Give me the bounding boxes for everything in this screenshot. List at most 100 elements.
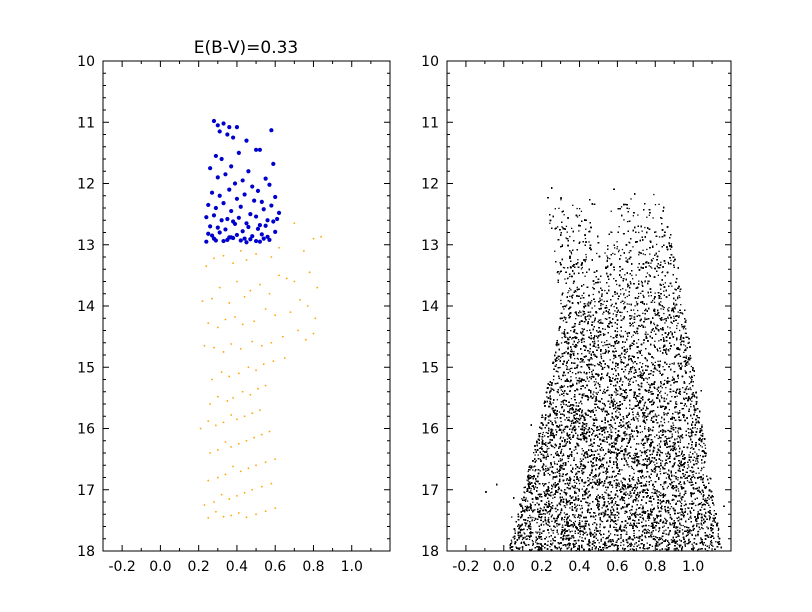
right-cloud-point: [563, 512, 566, 514]
right-cloud-point: [630, 359, 633, 361]
right-cloud-point: [580, 210, 583, 212]
left-series-0-point: [259, 232, 264, 237]
right-cloud-point: [588, 318, 590, 320]
right-cloud-point: [583, 338, 585, 340]
right-cloud-point: [579, 508, 582, 510]
right-cloud-point: [673, 363, 675, 365]
left-series-1-point: [293, 222, 296, 225]
right-cloud-point: [629, 548, 631, 550]
right-cloud-point: [536, 502, 538, 504]
right-cloud-point: [564, 278, 566, 280]
left-series-1-point: [224, 318, 227, 321]
right-cloud-point: [699, 528, 701, 530]
left-xtick-label: -0.2: [108, 559, 135, 575]
right-cloud-point: [575, 291, 577, 293]
right-cloud-point: [556, 359, 558, 362]
right-cloud-point: [691, 431, 693, 433]
right-cloud-point: [692, 528, 694, 530]
right-cloud-point: [654, 491, 656, 493]
left-series-0-point: [250, 234, 255, 239]
right-cloud-point: [559, 366, 561, 369]
right-cloud-point: [682, 512, 684, 515]
right-cloud-point: [615, 479, 617, 481]
left-series-1-point: [239, 347, 242, 350]
right-cloud-point: [637, 339, 640, 341]
right-cloud-point: [678, 295, 680, 297]
right-cloud-point: [552, 402, 554, 404]
right-cloud-point: [692, 467, 694, 469]
right-cloud-point: [549, 401, 551, 403]
right-cloud-point: [629, 452, 631, 454]
right-cloud-point: [549, 546, 551, 548]
right-cloud-point: [701, 506, 703, 508]
right-cloud-point: [683, 504, 685, 507]
right-cloud-point: [613, 471, 615, 473]
left-series-0-point: [253, 147, 259, 152]
right-cloud-point: [679, 492, 681, 495]
right-cloud-point: [622, 453, 625, 455]
right-cloud-point: [632, 334, 634, 336]
right-cloud-point: [548, 419, 550, 421]
right-cloud-point: [638, 536, 640, 539]
right-cloud-point: [667, 452, 669, 455]
right-cloud-point: [636, 522, 638, 524]
right-cloud-point: [679, 501, 682, 503]
right-cloud-point: [589, 337, 591, 339]
right-cloud-point: [704, 447, 707, 449]
right-cloud-point: [546, 396, 548, 398]
right-cloud-point: [680, 497, 682, 499]
right-cloud-point: [552, 429, 554, 431]
right-cloud-point: [545, 536, 548, 538]
right-cloud-point: [679, 439, 681, 441]
right-cloud-point: [620, 536, 622, 538]
right-cloud-point: [657, 545, 659, 547]
right-cloud-point: [581, 266, 583, 269]
right-cloud-point: [677, 488, 679, 490]
right-cloud-point: [637, 332, 639, 335]
right-cloud-point: [591, 307, 593, 309]
left-series-1-point: [243, 415, 246, 418]
right-cloud-point: [658, 530, 660, 533]
right-cloud-point: [659, 350, 662, 352]
right-cloud-point: [635, 332, 637, 335]
right-cloud-point: [561, 468, 563, 470]
right-cloud-point: [662, 366, 664, 368]
right-cloud-point: [642, 443, 645, 445]
right-cloud-point: [597, 375, 599, 377]
left-series-1-point: [222, 421, 225, 424]
right-cloud-point: [549, 403, 551, 405]
right-cloud-point: [611, 345, 613, 347]
right-cloud-point: [553, 461, 556, 463]
right-cloud-point: [676, 438, 678, 440]
right-cloud-point: [599, 297, 601, 299]
right-cloud-point: [671, 524, 673, 526]
right-cloud-point: [556, 399, 558, 401]
right-cloud-point: [605, 538, 607, 540]
right-cloud-point: [654, 312, 656, 315]
right-cloud-point: [592, 481, 594, 483]
right-cloud-point: [627, 457, 629, 459]
left-series-0-point: [261, 207, 266, 212]
right-cloud-point: [561, 244, 564, 246]
right-cloud-point: [555, 414, 557, 416]
right-cloud-point: [659, 445, 661, 447]
right-cloud-point: [643, 413, 645, 415]
right-cloud-point: [663, 294, 665, 296]
right-cloud-point: [712, 520, 714, 522]
right-cloud-point: [637, 214, 639, 216]
right-cloud-point: [660, 492, 662, 494]
right-cloud-point: [565, 514, 567, 516]
right-cloud-point: [604, 333, 606, 336]
right-cloud-point: [702, 494, 705, 496]
left-series-1-point: [274, 507, 277, 510]
right-cloud-point: [685, 405, 688, 407]
left-series-0-point: [206, 202, 211, 208]
right-cloud-point: [659, 470, 661, 472]
left-series-0-point: [215, 175, 220, 180]
left-series-1-point: [207, 517, 210, 519]
right-cloud-point: [705, 501, 707, 503]
right-cloud-point: [579, 461, 581, 463]
left-series-1-point: [297, 329, 300, 332]
right-cloud-point: [613, 441, 615, 443]
